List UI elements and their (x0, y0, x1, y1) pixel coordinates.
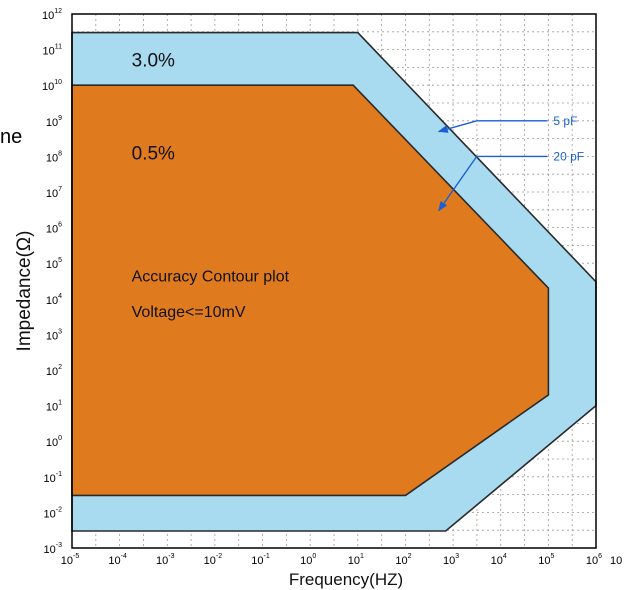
x-axis-label: Frequency(HZ) (289, 570, 403, 589)
x-tick-label: 100 (300, 553, 316, 567)
y-tick-label: 1011 (42, 44, 62, 58)
callout-arrow (437, 120, 548, 133)
y-tick-label: 1010 (42, 79, 62, 93)
y-tick-label: 107 (46, 186, 62, 200)
x-tick-label-cut: 10 (610, 555, 622, 567)
y-tick-label: 106 (46, 222, 62, 236)
x-tick-label: 106 (586, 553, 602, 567)
axis-ticks: 10-5 10-4 10-3 10-2 10-1 100 101 102 103 104 105 10… (42, 8, 622, 567)
region-label: 0.5% (132, 144, 175, 165)
x-tick-label: 103 (443, 553, 459, 567)
y-tick-label: 100 (46, 435, 62, 449)
accuracy-regions (71, 31, 597, 532)
y-tick-label: 102 (46, 364, 62, 378)
x-tick-label: 10-2 (204, 553, 223, 567)
x-tick-label: 10-5 (61, 553, 80, 567)
y-tick-label: 10-3 (44, 542, 63, 556)
x-tick-label: 101 (348, 553, 364, 567)
callout-label: 5 pF (553, 114, 577, 128)
y-tick-label: 1012 (42, 8, 62, 22)
annotation-text: Voltage<=10mV (132, 304, 246, 321)
x-tick-label: 10-3 (156, 553, 175, 567)
region-label: 3.0% (132, 50, 175, 71)
y-tick-label: 101 (46, 400, 62, 414)
x-tick-label: 10-1 (251, 553, 270, 567)
annotation-text: Accuracy Contour plot (132, 268, 290, 285)
y-tick-label: 103 (46, 328, 62, 342)
plot-frame (71, 13, 597, 549)
y-tick-label: 10-1 (44, 471, 63, 485)
y-tick-label: 104 (46, 293, 62, 307)
x-tick-label: 102 (395, 553, 411, 567)
y-tick-label: 109 (46, 115, 62, 129)
callout-label: 20 pF (553, 149, 584, 163)
y-tick-label: 10-2 (44, 506, 63, 520)
x-tick-label: 105 (538, 553, 554, 567)
x-tick-label: 104 (491, 553, 507, 567)
callout-arrow (438, 155, 548, 212)
truncated-text-fragment: ne (0, 126, 23, 148)
chart-labels: Frequency(HZ) Impedance(Ω) 3.0% 0.5% Accurac… (14, 50, 403, 589)
x-tick-label: 10-4 (108, 553, 127, 567)
y-tick-label: 105 (46, 257, 62, 271)
capacitance-callouts: 5 pF 20 pF (437, 114, 584, 212)
y-axis-label: Impedance(Ω) (14, 231, 35, 352)
y-tick-label: 108 (46, 150, 62, 164)
